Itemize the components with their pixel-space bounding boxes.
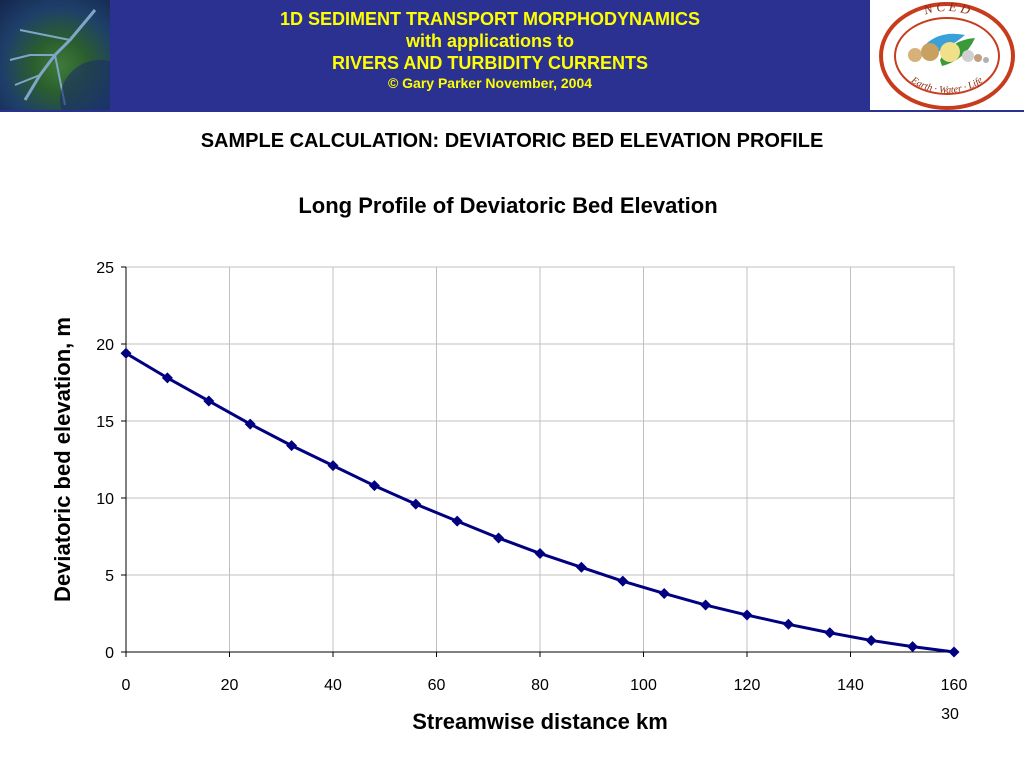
y-tick-label: 5 — [105, 568, 114, 585]
x-tick-label: 120 — [734, 677, 761, 694]
x-axis-title: Streamwise distance km — [412, 709, 668, 734]
data-point-marker — [782, 618, 794, 630]
data-point-marker — [161, 372, 173, 384]
data-point-marker — [327, 460, 339, 472]
logo-pebble-5 — [974, 54, 982, 62]
logo-pebble-2 — [921, 43, 939, 61]
data-point-marker — [410, 498, 422, 510]
x-tick-label: 20 — [221, 677, 239, 694]
data-point-marker — [368, 480, 380, 492]
data-point-marker — [658, 587, 670, 599]
logo-top-text: N C E D — [921, 0, 973, 18]
slide-title: SAMPLE CALCULATION: DEVIATORIC BED ELEVA… — [200, 130, 824, 152]
y-tick-label: 10 — [96, 491, 114, 508]
logo-pebble-3 — [940, 42, 960, 62]
y-axis-title: Deviatoric bed elevation, m — [50, 317, 75, 602]
data-point-marker — [286, 440, 298, 452]
data-point-marker — [575, 561, 587, 573]
nced-logo-graphic: N C E D Earth · Water · Life — [879, 0, 1015, 110]
svg-text:N C E D: N C E D — [921, 0, 973, 18]
banner-title-line-2: with applications to — [405, 31, 574, 51]
x-tick-label: 40 — [324, 677, 342, 694]
data-point-marker — [617, 575, 629, 587]
chart-title: Long Profile of Deviatoric Bed Elevation — [298, 193, 718, 218]
x-tick-label: 140 — [837, 677, 864, 694]
x-tick-label: 0 — [122, 677, 131, 694]
banner-copyright: © Gary Parker November, 2004 — [387, 75, 593, 91]
x-tick-label: 80 — [531, 677, 549, 694]
data-point-marker — [907, 641, 919, 653]
data-point-marker — [824, 627, 836, 639]
x-tick-label: 60 — [428, 677, 446, 694]
banner-title-box: 1D SEDIMENT TRANSPORT MORPHODYNAMICS wit… — [110, 0, 870, 110]
data-point-marker — [451, 515, 463, 527]
logo-pebble-1 — [908, 48, 922, 62]
data-point-marker — [493, 532, 505, 544]
y-tick-label: 0 — [105, 645, 114, 662]
logo-pebble-4 — [962, 50, 974, 62]
logo-pebble-6 — [983, 57, 989, 63]
data-point-marker — [120, 347, 132, 359]
x-tick-label: 100 — [630, 677, 657, 694]
header-banner: 1D SEDIMENT TRANSPORT MORPHODYNAMICS wit… — [0, 0, 1024, 112]
page-number: 30 — [941, 706, 959, 723]
data-point-marker — [700, 599, 712, 611]
header-divider — [0, 110, 1024, 112]
y-tick-label: 25 — [96, 260, 114, 277]
y-tick-label: 15 — [96, 414, 114, 431]
nced-logo: N C E D Earth · Water · Life — [870, 0, 1024, 110]
banner-title-line-1: 1D SEDIMENT TRANSPORT MORPHODYNAMICS — [279, 9, 701, 29]
data-point-marker — [244, 418, 256, 430]
data-point-marker — [741, 609, 753, 621]
delta-satellite-image — [0, 0, 110, 110]
data-point-marker — [948, 646, 960, 658]
delta-channels-graphic — [9, 9, 110, 110]
data-point-marker — [865, 634, 877, 646]
banner-title-line-3: RIVERS AND TURBIDITY CURRENTS — [331, 53, 649, 73]
x-tick-label: 160 — [941, 677, 968, 694]
y-tick-label: 20 — [96, 337, 114, 354]
data-point-marker — [534, 547, 546, 559]
data-point-marker — [203, 395, 215, 407]
